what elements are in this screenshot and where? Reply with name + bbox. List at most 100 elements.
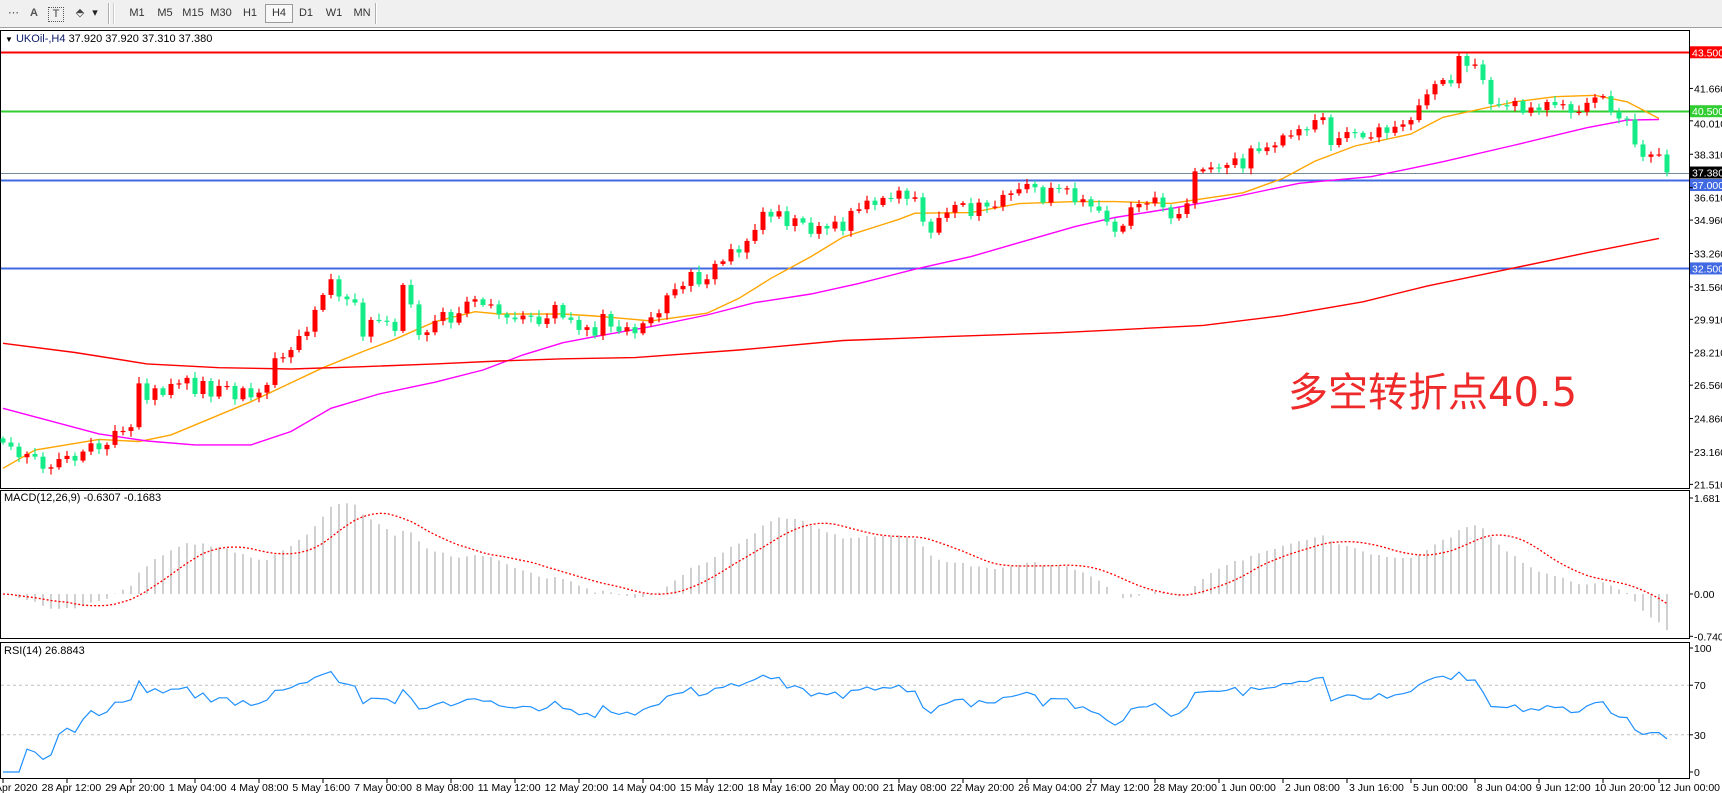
candle-bear [768, 211, 774, 217]
candle-bear [1104, 210, 1110, 222]
rsi-axis-label: 100 [1694, 643, 1712, 655]
toolbar-separator [108, 3, 110, 24]
candle-bear [512, 317, 518, 320]
candle-bear [1360, 132, 1366, 138]
candle-bull [712, 263, 718, 280]
text-label-tool-icon[interactable]: T [48, 7, 64, 22]
timeframe-m15-button[interactable]: M15 [182, 7, 204, 19]
candle-bull [848, 210, 854, 231]
time-axis-label: 4 May 08:00 [231, 782, 289, 793]
price-axis-label: 36.610 [1694, 193, 1722, 205]
candle-bull [1344, 132, 1350, 139]
candle-bull [1184, 203, 1190, 214]
macd-panel [0, 490, 1690, 639]
candle-bull [304, 331, 310, 337]
symbol-label: UKOil-,H4 [15, 33, 66, 45]
collapse-triangle-icon[interactable]: ▼ [5, 35, 13, 44]
candle-bull [1288, 135, 1294, 137]
price-tag-43.500-label: 43.500 [1692, 47, 1722, 59]
candle-bull [1008, 193, 1014, 195]
candle-bear [1216, 167, 1222, 169]
candle-bull [1120, 225, 1126, 232]
candle-bull [1472, 64, 1478, 66]
arrows-tool-icon[interactable]: ⬘ [75, 7, 85, 19]
timeframe-m1-button[interactable]: M1 [129, 7, 145, 19]
macd-axis-label: -0.7408 [1694, 631, 1722, 643]
candle-bull [1368, 137, 1374, 139]
candle-bull [224, 385, 230, 388]
time-axis-label: 26 May 04:00 [1018, 782, 1082, 793]
macd-axis-label: 0.00 [1694, 589, 1715, 601]
candle-bull [672, 289, 678, 296]
time-axis-label: 1 May 04:00 [169, 782, 227, 793]
candle-bull [728, 249, 734, 262]
toolbar-grip[interactable] [113, 3, 115, 24]
candle-bull [1648, 154, 1654, 157]
candle-bear [616, 326, 622, 332]
text-tool-icon[interactable]: A [30, 7, 38, 19]
candle-bull [1264, 147, 1270, 152]
time-axis-label: 14 May 04:00 [612, 782, 676, 793]
candle-bear [608, 314, 614, 327]
candle-bull [432, 320, 438, 333]
rsi-axis-label: 0 [1694, 767, 1700, 779]
timeframe-d1-button[interactable]: D1 [298, 7, 314, 19]
arrows-dropdown-chevron-icon[interactable]: ▾ [92, 7, 98, 19]
candle-bear [1384, 127, 1390, 133]
candle-bull [976, 202, 982, 216]
time-axis-label: 15 May 12:00 [680, 782, 744, 793]
candle-bull [1232, 158, 1238, 166]
price-axis-label: 33.260 [1694, 248, 1722, 260]
price-axis-label: 23.160 [1694, 447, 1722, 459]
price-tag-40.500-label: 40.500 [1692, 106, 1722, 118]
candle-bull [1600, 96, 1606, 98]
candle-bear [8, 442, 14, 447]
candle-bear [480, 299, 486, 305]
candle-bull [816, 225, 822, 234]
period-separator-icon[interactable]: ⋯ [8, 7, 19, 19]
time-axis-label: 10 Jun 20:00 [1595, 782, 1656, 793]
timeframe-w1-button[interactable]: W1 [325, 7, 343, 19]
timeframe-m5-button[interactable]: M5 [157, 7, 173, 19]
macd-signal-line [2, 512, 1668, 607]
rsi-line [3, 670, 1668, 773]
candle-bull [832, 221, 838, 229]
price-axis-label: 26.560 [1694, 380, 1722, 392]
candle-bull [176, 383, 182, 385]
candle-bear [536, 316, 542, 325]
candle-bear [808, 222, 814, 234]
time-axis-label: 9 Jun 12:00 [1536, 782, 1591, 793]
timeframe-m30-button[interactable]: M30 [210, 7, 232, 19]
candle-bull [1576, 111, 1582, 114]
time-axis-label: 18 May 16:00 [748, 782, 812, 793]
candle-bull [1400, 124, 1406, 127]
candle-bull [312, 309, 318, 332]
price-axis-label: 29.910 [1694, 314, 1722, 326]
candle-bull [688, 271, 694, 286]
candle-bear [984, 202, 990, 207]
timeframe-h4-button[interactable]: H4 [265, 4, 293, 23]
candle-bull [1048, 187, 1054, 203]
candle-bull [320, 294, 326, 310]
candle-bull [120, 430, 126, 433]
main-chart-panel [0, 30, 1690, 489]
candle-bear [840, 221, 846, 231]
candle-bull [104, 444, 110, 450]
candle-bull [264, 384, 270, 393]
price-axis-label: 38.310 [1694, 149, 1722, 161]
candle-bear [1352, 132, 1358, 134]
candle-bear [16, 446, 22, 458]
candle-bull [544, 318, 550, 325]
price-axis-label: 31.560 [1694, 282, 1722, 294]
chart-annotation-text[interactable]: 多空转折点40.5 [1288, 370, 1578, 416]
timeframe-h1-button[interactable]: H1 [242, 7, 258, 19]
candle-bull [1024, 183, 1030, 190]
rsi-label: RSI(14) 26.8843 [4, 645, 85, 657]
timeframe-mn-button[interactable]: MN [353, 7, 371, 19]
candle-bear [1040, 187, 1046, 203]
candle-bull [792, 218, 798, 226]
candle-bear [1640, 144, 1646, 157]
candle-bear [1520, 101, 1526, 113]
candle-bull [112, 430, 118, 445]
